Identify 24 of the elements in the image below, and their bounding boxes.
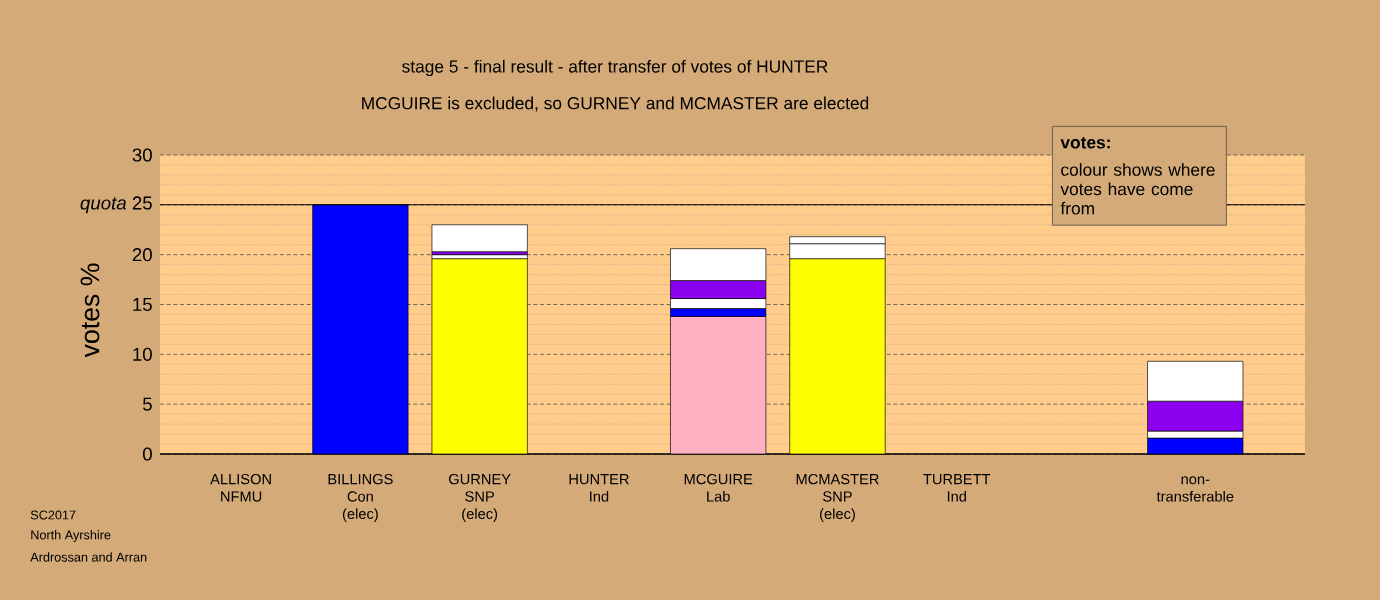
text: votes: xyxy=(1060,137,1110,149)
text: North Ayrshire xyxy=(31,530,111,542)
chart-title: stage 5 - final result - after transfer of votes of HUNTER xyxy=(402,59,828,77)
x-tick-label: MCMASTER SNP (elec) xyxy=(796,473,879,522)
x-tick-label: HUNTER Ind xyxy=(569,474,629,502)
y-tick-label: 0 xyxy=(142,447,152,461)
chart-subtitle: MCGUIRE is excluded, so GURNEY and MCMASTER are elected xyxy=(362,96,869,112)
x-tick-label: MCGUIRE Lab xyxy=(684,473,753,502)
bar xyxy=(431,224,528,253)
y-tick-label: quota 25 xyxy=(80,196,152,214)
annotation: colour shows where votes have come from xyxy=(1060,163,1215,215)
x-tick-label: TURBETT Ind xyxy=(923,474,991,502)
text: SC2017 xyxy=(30,510,76,520)
x-tick-label: ALLISON NFMU xyxy=(210,473,271,502)
x-tick-label: GURNEY SNP (elec) xyxy=(449,473,511,522)
text: Ardrossan and Arran xyxy=(30,552,147,562)
y-tick-label: 20 xyxy=(132,248,152,262)
y-tick-label: 10 xyxy=(133,347,152,361)
x-tick-label: BILLINGS Con (elec) xyxy=(328,473,393,522)
x-tick-label: non-transferable xyxy=(1156,476,1234,502)
y-tick-label: 30 xyxy=(132,148,152,162)
y-axis-title: votes % xyxy=(80,263,100,358)
y-tick-label: 15 xyxy=(133,297,152,312)
y-tick-label: 5 xyxy=(143,397,152,411)
